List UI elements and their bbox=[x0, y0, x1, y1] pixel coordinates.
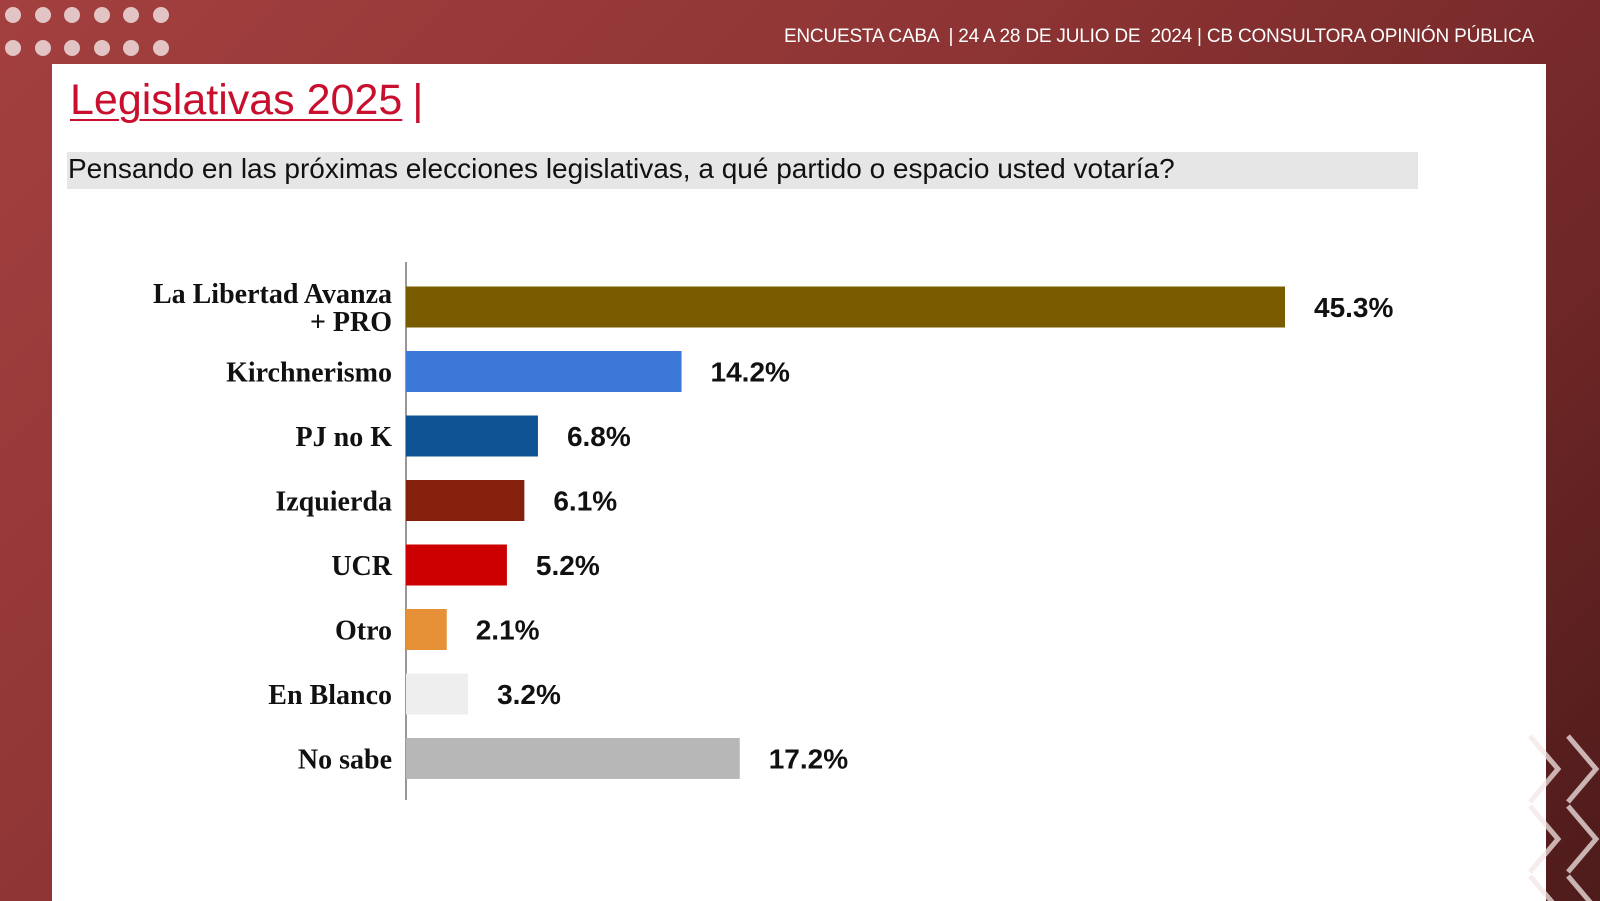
chevron-decoration-icon bbox=[1528, 734, 1600, 901]
category-label: Kirchnerismo bbox=[226, 358, 392, 389]
category-label: Otro bbox=[335, 616, 392, 647]
bar bbox=[406, 351, 682, 392]
category-label: No sabe bbox=[298, 745, 392, 776]
decorative-dot bbox=[152, 40, 169, 56]
value-label: 14.2% bbox=[711, 357, 790, 388]
bar bbox=[406, 415, 538, 457]
category-label: Izquierda bbox=[275, 487, 392, 518]
title-separator: | bbox=[412, 76, 424, 124]
value-label: 6.1% bbox=[553, 486, 617, 517]
page-title-text: Legislativas 2025 bbox=[70, 76, 403, 124]
decorative-dot bbox=[123, 7, 139, 23]
value-label: 17.2% bbox=[769, 744, 848, 775]
category-label: PJ no K bbox=[296, 422, 393, 453]
decorative-dot bbox=[123, 40, 139, 56]
decorative-dot bbox=[34, 40, 51, 56]
decorative-dot bbox=[93, 40, 110, 56]
bar bbox=[406, 673, 469, 715]
bar bbox=[406, 480, 525, 521]
category-label: En Blanco bbox=[268, 680, 392, 711]
decorative-dot bbox=[5, 40, 21, 56]
value-label: 3.2% bbox=[497, 679, 561, 710]
value-label: 45.3% bbox=[1314, 292, 1393, 323]
value-label: 2.1% bbox=[476, 615, 540, 646]
question-box bbox=[67, 152, 1418, 189]
decorative-dot bbox=[152, 7, 169, 23]
decorative-dot bbox=[34, 7, 51, 23]
decorative-dot bbox=[5, 7, 21, 23]
value-label: 6.8% bbox=[567, 421, 631, 452]
decorative-dot bbox=[93, 7, 110, 23]
bar bbox=[406, 286, 1285, 328]
decorative-dot bbox=[64, 40, 80, 56]
content-panel bbox=[52, 64, 1546, 901]
value-label: 5.2% bbox=[536, 550, 600, 581]
survey-question: Pensando en las próximas elecciones legi… bbox=[68, 153, 1175, 184]
category-label: + PRO bbox=[310, 307, 392, 338]
bar bbox=[406, 544, 507, 586]
category-label: UCR bbox=[331, 551, 392, 582]
survey-header: ENCUESTA CABA | 24 A 28 DE JULIO DE 2024… bbox=[783, 26, 1534, 47]
category-label: La Libertad Avanza bbox=[153, 279, 392, 310]
decorative-dot bbox=[64, 7, 80, 23]
page-title: Legislativas 2025 | bbox=[70, 76, 423, 125]
bar bbox=[406, 609, 447, 650]
bar bbox=[406, 738, 740, 779]
